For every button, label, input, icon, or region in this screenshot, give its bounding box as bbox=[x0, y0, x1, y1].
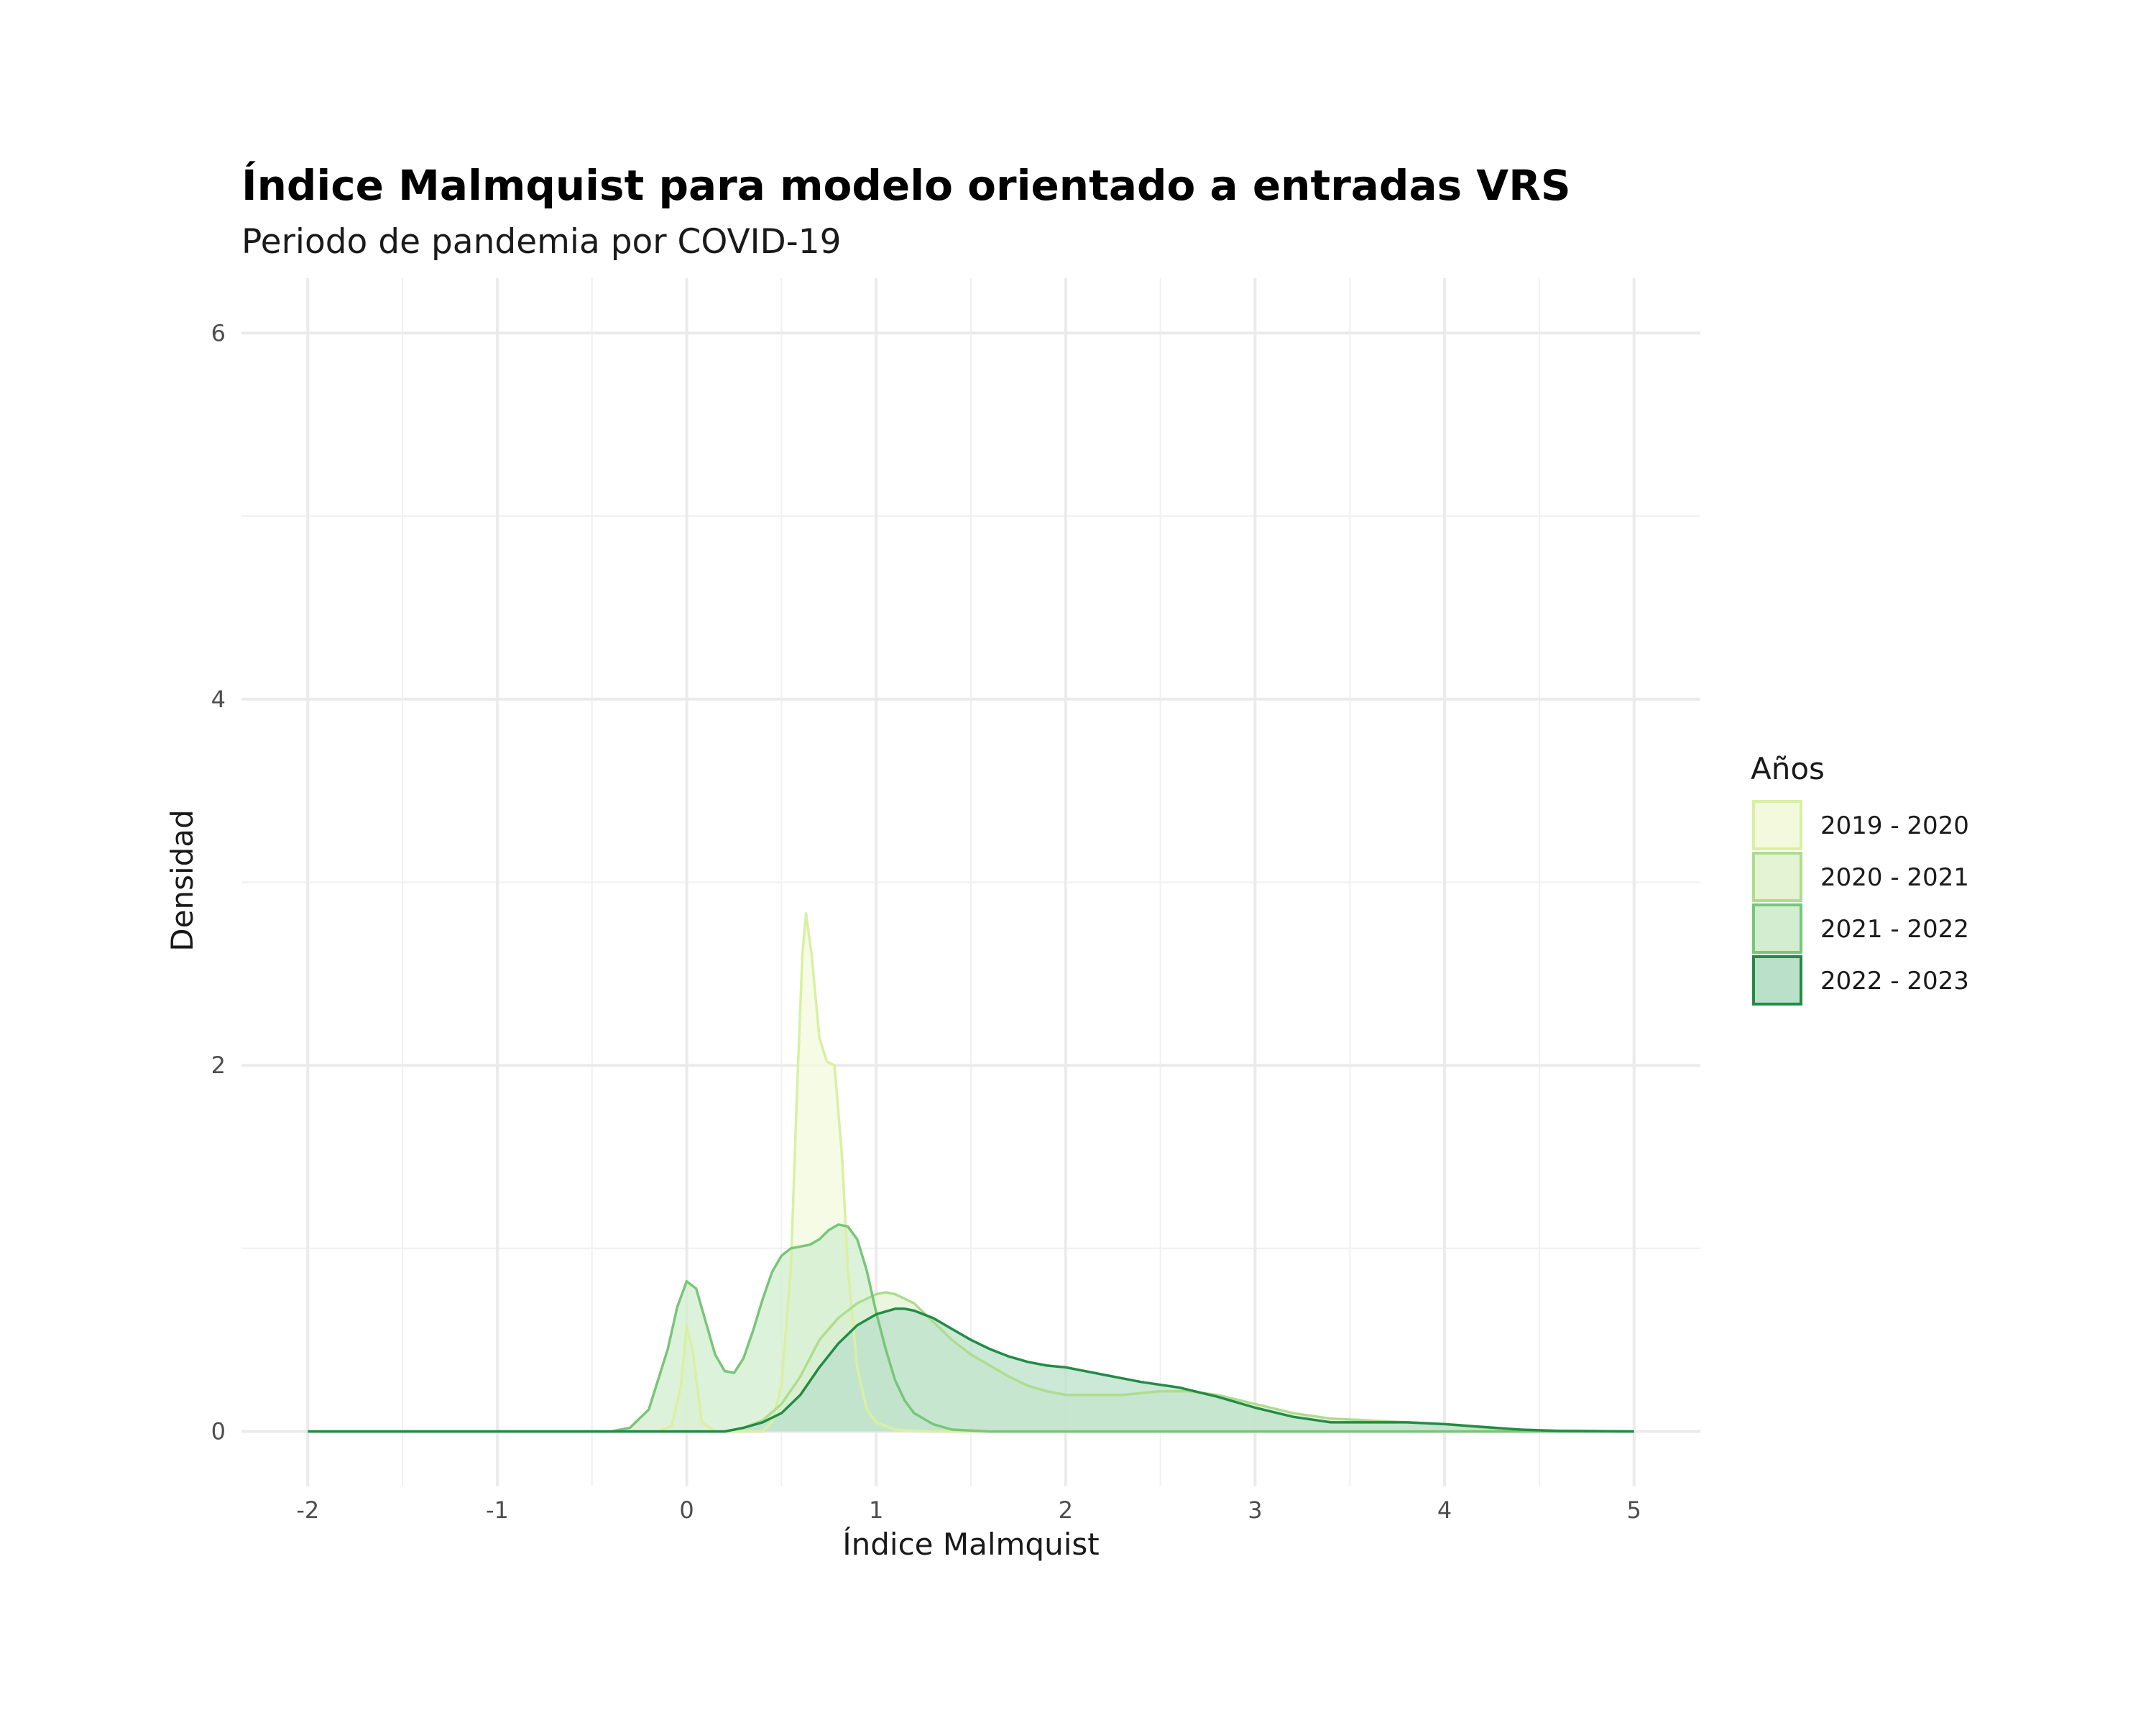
x-tick-label: 1 bbox=[869, 1496, 883, 1524]
x-tick-label: 5 bbox=[1627, 1496, 1641, 1524]
legend-label: 2019 - 2020 bbox=[1820, 811, 1969, 840]
chart-subtitle: Periodo de pandemia por COVID-19 bbox=[241, 222, 842, 262]
density-line-2019-2020 bbox=[308, 912, 1634, 1433]
legend-label: 2021 - 2022 bbox=[1820, 915, 1969, 944]
y-tick-label: 0 bbox=[211, 1418, 226, 1445]
density-series bbox=[308, 912, 1634, 1433]
density-area-2022-2023 bbox=[308, 1308, 1634, 1432]
x-tick-label: -2 bbox=[296, 1496, 319, 1524]
legend-swatch bbox=[1752, 800, 1802, 850]
legend-label: 2022 - 2023 bbox=[1820, 967, 1969, 995]
y-axis-ticks: 0 2 4 6 bbox=[211, 319, 226, 1445]
legend-swatch bbox=[1752, 955, 1802, 1006]
grid-minor bbox=[241, 278, 1700, 1486]
legend-swatch bbox=[1752, 903, 1802, 954]
legend-items: 2019 - 2020 2020 - 2021 2021 - 2022 2022 - … bbox=[1752, 800, 1969, 1006]
y-tick-label: 6 bbox=[211, 319, 226, 346]
x-tick-label: 3 bbox=[1248, 1496, 1262, 1524]
legend-swatch bbox=[1752, 852, 1802, 902]
legend-label: 2020 - 2021 bbox=[1820, 863, 1969, 892]
x-tick-label: 4 bbox=[1437, 1496, 1452, 1524]
y-axis-title: Densidad bbox=[165, 809, 200, 951]
y-tick-label: 2 bbox=[211, 1052, 226, 1079]
chart-title: Índice Malmquist para modelo orientado a… bbox=[241, 160, 1571, 210]
x-tick-label: -1 bbox=[486, 1496, 509, 1524]
y-tick-label: 4 bbox=[211, 686, 226, 713]
x-tick-label: 2 bbox=[1059, 1496, 1073, 1524]
x-axis-ticks: -2 -1 0 1 2 3 4 5 bbox=[296, 1496, 1641, 1524]
x-axis-title: Índice Malmquist bbox=[842, 1526, 1099, 1562]
density-line-2020-2021 bbox=[308, 1291, 1634, 1433]
density-line-2021-2022 bbox=[308, 1223, 1634, 1433]
x-tick-label: 0 bbox=[679, 1496, 694, 1524]
density-line-2022-2023 bbox=[308, 1307, 1634, 1433]
legend-title: Años bbox=[1751, 751, 1825, 786]
